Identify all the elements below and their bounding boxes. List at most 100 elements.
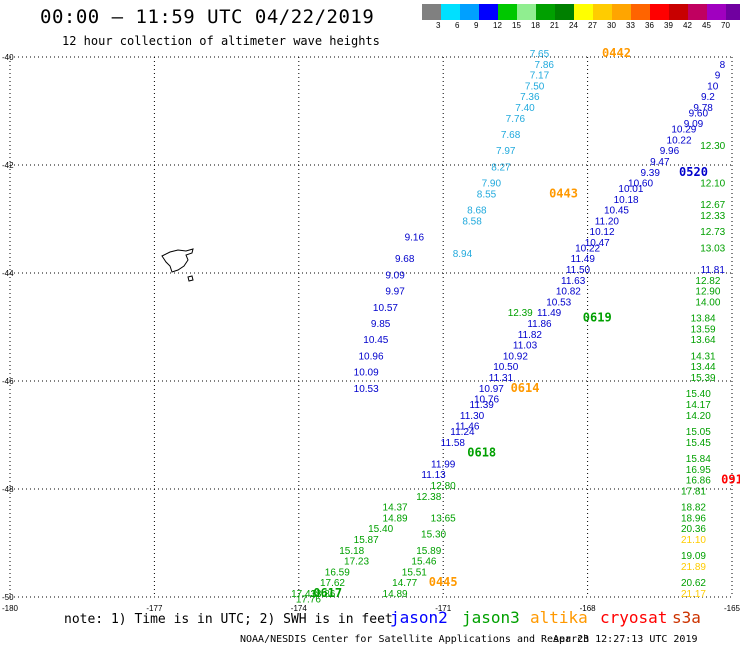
legend-swatch xyxy=(707,4,726,20)
wave-height-value: 10.45 xyxy=(363,335,388,346)
legend-swatch xyxy=(726,4,740,20)
wave-height-value: 11.50 xyxy=(566,265,591,276)
wave-height-value: 7.50 xyxy=(525,81,545,92)
satellite-label-altika: altika xyxy=(530,608,588,627)
wave-height-value: 10.97 xyxy=(479,384,504,395)
pass-time-label: 0445 xyxy=(429,575,458,589)
wave-height-value: 7.86 xyxy=(535,60,555,71)
color-scale-legend xyxy=(422,4,740,20)
wave-height-value: 15.87 xyxy=(354,535,379,546)
wave-height-value: 10.60 xyxy=(628,179,653,190)
wave-height-value: 13.44 xyxy=(691,362,716,373)
wave-height-value: 9.97 xyxy=(385,287,405,298)
legend-label: 36 xyxy=(645,21,654,30)
wave-height-value: 17.62 xyxy=(320,578,345,589)
wave-height-value: 15.40 xyxy=(368,524,393,535)
wave-height-value: 14.37 xyxy=(383,503,408,514)
wave-height-value: 11.86 xyxy=(527,319,552,330)
legend-swatch xyxy=(479,4,498,20)
lon-tick-label: -165 xyxy=(724,604,740,613)
wave-height-value: 13.59 xyxy=(691,324,716,335)
wave-height-value: 9.16 xyxy=(405,233,425,244)
wave-height-value: 14.20 xyxy=(686,411,711,422)
wave-height-value: 12.38 xyxy=(416,492,441,503)
island-outline xyxy=(187,275,194,282)
legend-label: 21 xyxy=(550,21,559,30)
wave-height-value: 19.09 xyxy=(681,551,706,562)
pass-time-label: 0443 xyxy=(549,186,578,200)
wave-height-value: 13.84 xyxy=(691,314,716,325)
legend-label: 24 xyxy=(569,21,578,30)
wave-height-value: 10.22 xyxy=(575,243,600,254)
legend-swatch xyxy=(460,4,479,20)
lon-tick-label: -177 xyxy=(146,604,163,613)
legend-swatch xyxy=(536,4,555,20)
legend-label: 15 xyxy=(512,21,521,30)
wave-height-value: 17.43 xyxy=(291,589,316,600)
wave-height-value: 15.45 xyxy=(686,438,711,449)
lat-tick-label: -44 xyxy=(2,269,14,278)
legend-swatch xyxy=(498,4,517,20)
legend-swatch xyxy=(650,4,669,20)
wave-height-value: 10.53 xyxy=(546,297,571,308)
lon-tick-label: -180 xyxy=(2,604,19,613)
wave-height-value: 12.33 xyxy=(700,211,725,222)
wave-height-value: 11.24 xyxy=(450,427,475,438)
wave-height-value: 15.30 xyxy=(421,530,446,541)
lat-tick-label: -46 xyxy=(2,377,14,386)
wave-height-value: 17.76 xyxy=(296,594,321,605)
lon-tick-label: -171 xyxy=(435,604,452,613)
wave-height-value: 10.47 xyxy=(585,238,610,249)
satellite-label-s3a: s3a xyxy=(672,608,701,627)
wave-height-value: 10.53 xyxy=(354,384,379,395)
wave-height-value: 12.30 xyxy=(700,141,725,152)
wave-height-value: 15.05 xyxy=(686,427,711,438)
satellite-label-cryosat: cryosat xyxy=(600,608,668,627)
legend-swatch xyxy=(555,4,574,20)
wave-height-value: 8.55 xyxy=(477,189,497,200)
legend-label: 6 xyxy=(455,21,460,30)
wave-height-value: 13.03 xyxy=(700,243,725,254)
legend-swatch xyxy=(441,4,460,20)
wave-height-value: 13.65 xyxy=(431,513,456,524)
wave-height-value: 10.57 xyxy=(373,303,398,314)
wave-height-value: 9.85 xyxy=(371,319,391,330)
footer-timestamp: Apr 23 12:27:13 UTC 2019 xyxy=(553,634,698,645)
legend-swatch xyxy=(574,4,593,20)
wave-height-value: 7.65 xyxy=(530,49,550,60)
island-outline xyxy=(161,248,194,273)
wave-height-value: 11.81 xyxy=(701,265,726,276)
wave-height-value: 9.78 xyxy=(693,103,713,114)
wave-height-value: 21.10 xyxy=(681,535,706,546)
satellite-label-jason2: jason2 xyxy=(390,608,448,627)
wave-height-value: 11.82 xyxy=(518,330,543,341)
wave-height-value: 12.82 xyxy=(695,276,720,287)
legend-swatch xyxy=(688,4,707,20)
wave-height-value: 17.23 xyxy=(344,557,369,568)
wave-height-value: 14.89 xyxy=(383,513,408,524)
wave-height-value: 8.58 xyxy=(462,216,482,227)
footer-credit: NOAA/NESDIS Center for Satellite Applica… xyxy=(240,634,590,645)
wave-height-value: 20.36 xyxy=(681,524,706,535)
wave-height-value: 18.96 xyxy=(681,513,706,524)
wave-height-value: 11.30 xyxy=(460,411,485,422)
wave-height-value: 7.68 xyxy=(501,130,521,141)
legend-label: 12 xyxy=(493,21,502,30)
wave-height-value: 16.59 xyxy=(325,567,350,578)
legend-swatch xyxy=(612,4,631,20)
wave-height-value: 10.50 xyxy=(493,362,518,373)
lat-tick-label: -50 xyxy=(2,593,14,602)
legend-swatch xyxy=(593,4,612,20)
wave-height-value: 9.09 xyxy=(684,119,704,130)
pass-time-label: 0617 xyxy=(313,586,342,600)
wave-height-value: 11.39 xyxy=(470,400,495,411)
wave-height-value: 13.64 xyxy=(691,335,716,346)
wave-height-value: 15.89 xyxy=(416,546,441,557)
wave-height-value: 7.36 xyxy=(520,92,540,103)
wave-height-value: 12.10 xyxy=(700,179,725,190)
wave-height-value: 10.96 xyxy=(358,351,383,362)
wave-height-value: 9.68 xyxy=(395,254,415,265)
wave-height-value: 8.27 xyxy=(491,162,511,173)
wave-height-value: 11.20 xyxy=(595,216,620,227)
